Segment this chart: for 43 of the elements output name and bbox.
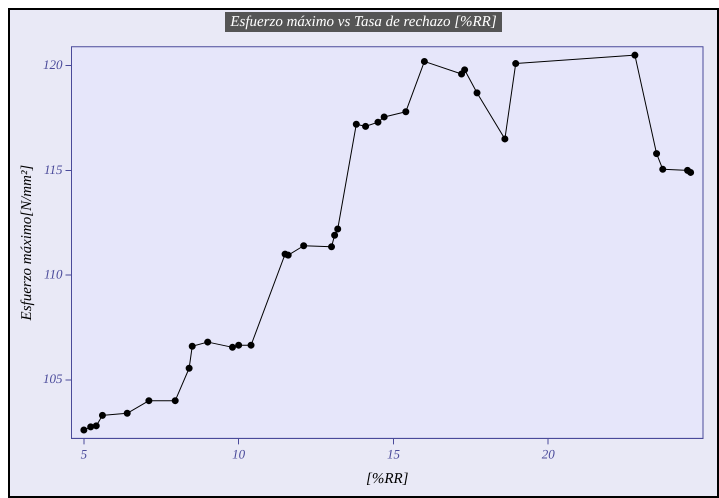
y-tick-label: 105 bbox=[43, 371, 63, 386]
point bbox=[98, 412, 106, 419]
point bbox=[328, 243, 336, 250]
point bbox=[228, 344, 236, 351]
x-tick-label: 5 bbox=[80, 446, 88, 462]
point bbox=[653, 150, 660, 158]
y-tick-label: 120 bbox=[43, 57, 63, 72]
point bbox=[687, 168, 694, 176]
chart-title: Esfuerzo máximo vs Tasa de rechazo [%RR] bbox=[225, 12, 502, 32]
point bbox=[172, 397, 179, 404]
point bbox=[235, 342, 242, 349]
y-tick-label: 110 bbox=[44, 266, 63, 282]
x-tick-label: 20 bbox=[542, 446, 556, 462]
point bbox=[402, 108, 410, 116]
y-axis-title: Esfuerzo máximo[N/mm²] bbox=[18, 164, 35, 322]
point bbox=[334, 225, 342, 232]
x-axis-title: [%RR] bbox=[366, 470, 409, 487]
point bbox=[204, 338, 212, 346]
point bbox=[300, 242, 308, 250]
y-tick-label: 115 bbox=[44, 162, 63, 177]
point bbox=[87, 423, 94, 430]
point bbox=[92, 422, 100, 430]
point bbox=[362, 122, 370, 130]
point bbox=[124, 410, 131, 417]
point bbox=[284, 252, 292, 259]
point bbox=[188, 342, 196, 350]
point bbox=[145, 397, 152, 404]
point bbox=[80, 426, 88, 434]
point bbox=[186, 364, 193, 372]
x-tick-label: 15 bbox=[386, 446, 400, 462]
point bbox=[248, 342, 255, 349]
point bbox=[474, 89, 481, 96]
point bbox=[374, 118, 382, 126]
point bbox=[352, 120, 360, 128]
point bbox=[461, 66, 468, 74]
point bbox=[631, 52, 638, 59]
point bbox=[501, 135, 508, 142]
point bbox=[331, 232, 338, 239]
x-tick-label: 10 bbox=[232, 446, 246, 462]
point bbox=[512, 60, 520, 68]
point bbox=[420, 58, 428, 65]
point bbox=[380, 113, 388, 120]
point bbox=[659, 166, 666, 173]
